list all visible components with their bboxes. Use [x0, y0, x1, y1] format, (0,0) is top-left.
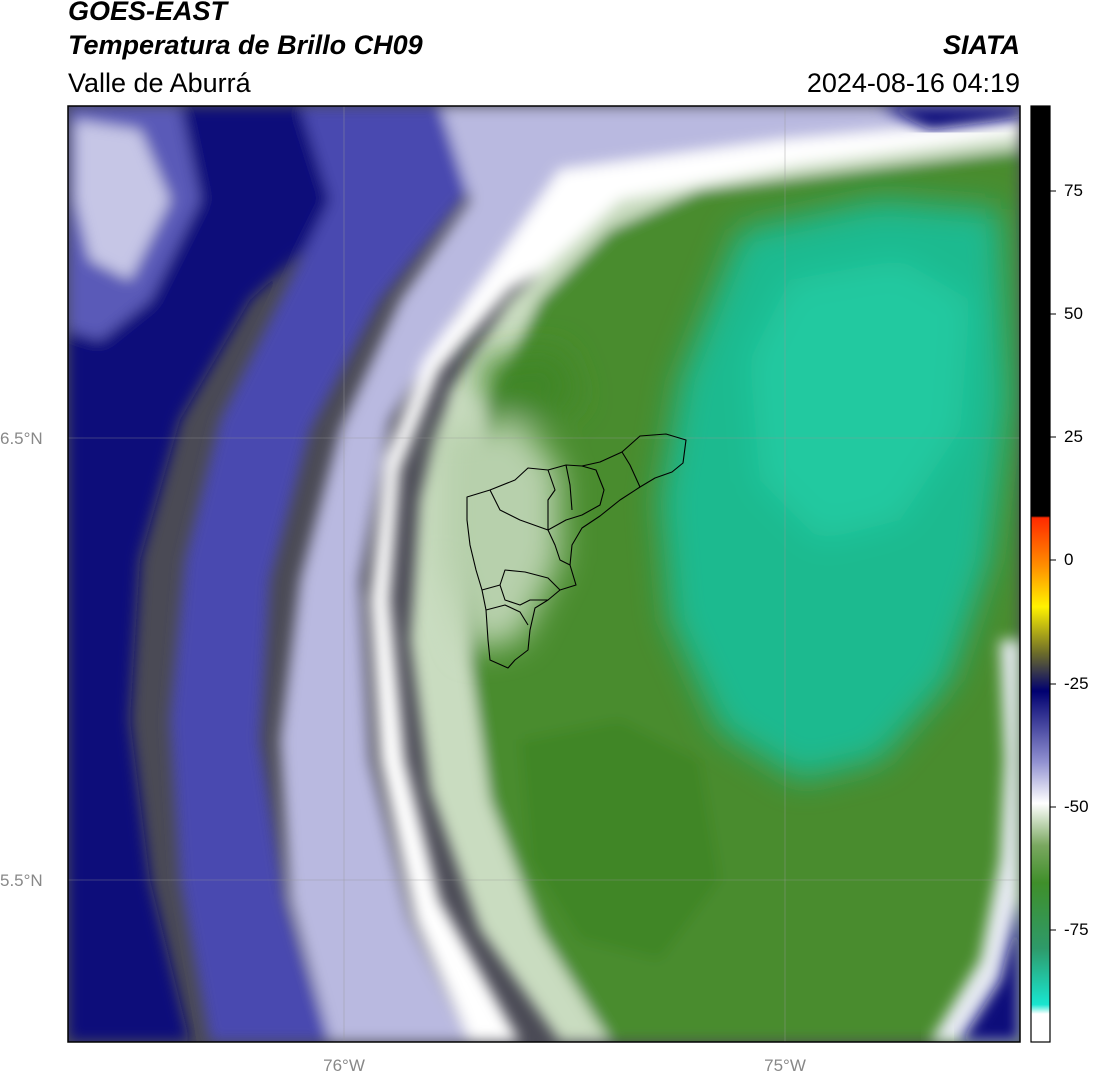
region-subtitle: Valle de Aburrá	[68, 68, 251, 98]
colorbar	[1030, 105, 1056, 1043]
brightness-temperature-field	[68, 106, 1020, 1042]
lat-label-6-5n: 6.5°N	[0, 429, 43, 448]
colorbar-tick-neg50: -50	[1064, 797, 1089, 816]
colorbar-tick-0: 0	[1064, 550, 1074, 569]
colorbar-tick-50: 50	[1064, 304, 1083, 323]
lon-label-76w: 76°W	[323, 1056, 365, 1075]
colorbar-tick-75: 75	[1064, 181, 1083, 200]
municipality-boundaries	[466, 433, 687, 669]
colorbar-tick-neg25: -25	[1064, 674, 1089, 693]
satellite-title: GOES-EAST	[68, 0, 228, 26]
colorbar-tick-25: 25	[1064, 427, 1083, 446]
datetime-label: 2024-08-16 04:19	[806, 68, 1020, 98]
product-title: Temperatura de Brillo CH09	[68, 30, 423, 60]
lat-label-5-5n: 5.5°N	[0, 871, 43, 890]
map-frame	[67, 105, 1021, 1043]
colorbar-tick-neg75: -75	[1064, 920, 1089, 939]
graticule	[68, 106, 1020, 1042]
lon-label-75w: 75°W	[764, 1056, 806, 1075]
agency-label: SIATA	[943, 30, 1020, 60]
